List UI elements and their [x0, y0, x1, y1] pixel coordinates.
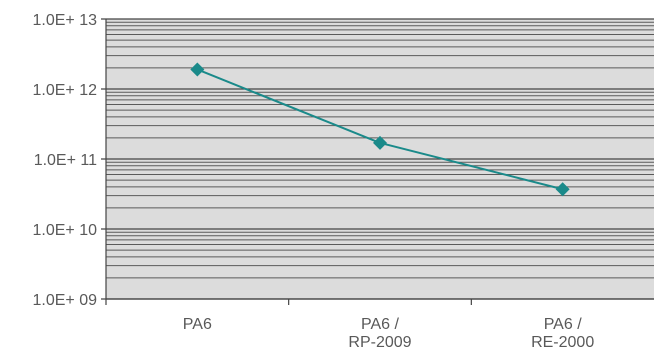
data-point-marker [555, 182, 570, 197]
major-gridlines [101, 18, 654, 300]
y-tick-label: 1.0E+ 10 [33, 222, 98, 239]
axes [105, 19, 654, 305]
x-tick-label: PA6 /RE-2000 [531, 316, 594, 351]
x-tick-label: PA6 /RP-2009 [348, 316, 411, 351]
y-tick-label: 1.0E+ 09 [33, 292, 98, 309]
x-tick-label: PA6 [183, 316, 212, 333]
y-tick-label: 1.0E+ 13 [33, 12, 98, 29]
y-tick-label: 1.0E+ 12 [33, 82, 98, 99]
data-point-marker [373, 135, 387, 150]
series [190, 62, 570, 197]
data-point-marker [190, 62, 205, 77]
y-tick-label: 1.0E+ 11 [34, 152, 97, 169]
x-tick-labels: PA6 PA6 /RP-2009 PA6 /RE-2000 [183, 316, 595, 351]
y-tick-labels: 1.0E+ 09 1.0E+ 10 1.0E+ 11 1.0E+ 12 1.0E+ 13 [33, 12, 98, 309]
